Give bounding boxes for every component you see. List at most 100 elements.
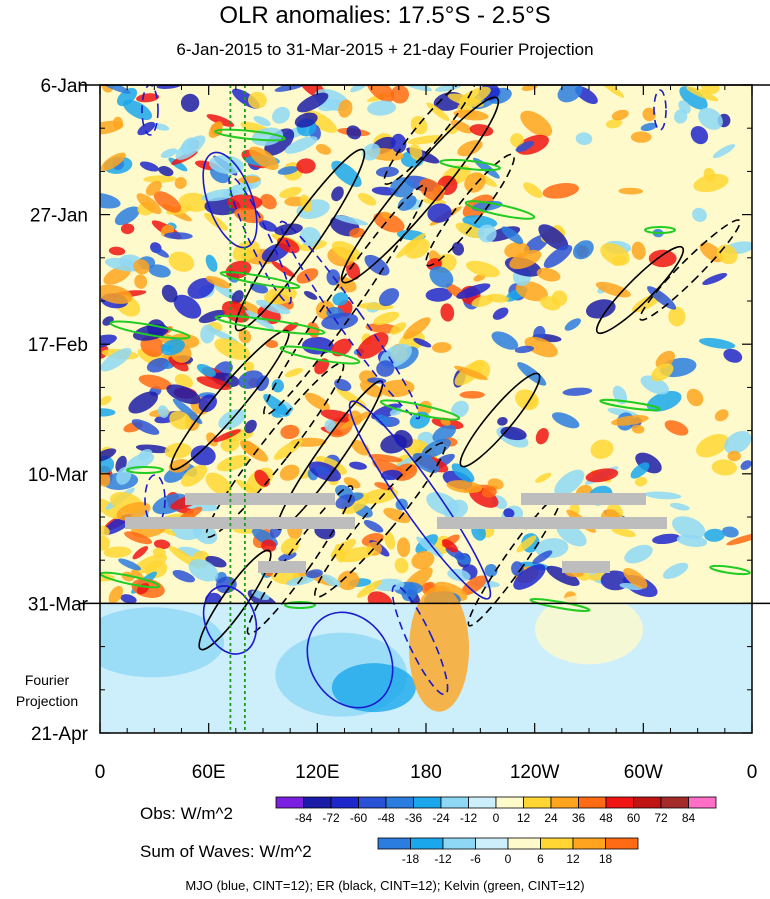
projection-label: Fourier Projection xyxy=(0,670,94,712)
obs-anomaly-blob xyxy=(206,114,235,127)
colorbar-swatch xyxy=(410,837,444,850)
obs-anomaly-blob xyxy=(118,558,142,571)
colorbar-tick-label: -12 xyxy=(460,811,478,825)
y-tick-label: 31-Mar xyxy=(28,594,89,615)
obs-anomaly-blob xyxy=(136,93,160,103)
obs-anomaly-blob xyxy=(358,192,377,206)
obs-anomaly-blob xyxy=(669,502,690,511)
kelvin-contour xyxy=(709,564,751,576)
chart-subtitle: 6-Jan-2015 to 31-Mar-2015 + 21-day Fouri… xyxy=(176,40,594,59)
obs-anomaly-blob xyxy=(100,408,116,417)
obs-anomaly-blob xyxy=(100,535,110,551)
waves-colorbar: -18 -12 -6 0 6 12 18 xyxy=(377,837,639,866)
obs-anomaly-blob xyxy=(426,102,450,121)
obs-anomaly-blob xyxy=(100,395,112,406)
obs-anomaly-blob xyxy=(456,283,491,299)
kelvin-contour xyxy=(279,345,361,365)
obs-anomaly-blob xyxy=(432,342,452,353)
obs-anomaly-blob xyxy=(373,311,400,326)
colorbar-swatch xyxy=(358,796,387,809)
obs-anomaly-blob xyxy=(231,290,244,304)
obs-anomaly-blob xyxy=(271,261,296,278)
obs-anomaly-blob xyxy=(153,191,182,213)
obs-anomaly-blob xyxy=(279,464,300,481)
obs-anomaly-blob xyxy=(698,337,736,349)
projection-anomaly-blob xyxy=(535,594,643,665)
obs-anomaly-blob xyxy=(374,414,391,426)
obs-anomaly-blob xyxy=(244,419,257,434)
obs-anomaly-blob xyxy=(523,182,543,198)
obs-anomaly-blob xyxy=(425,287,453,302)
obs-anomaly-blob xyxy=(315,456,347,475)
obs-anomaly-blob xyxy=(100,284,133,304)
obs-anomaly-blob xyxy=(321,312,359,330)
obs-anomaly-blob xyxy=(216,455,250,472)
obs-anomaly-blob xyxy=(280,537,300,555)
obs-anomaly-blob xyxy=(516,535,537,553)
obs-anomaly-blob xyxy=(390,85,409,104)
obs-anomaly-blob xyxy=(180,93,200,113)
obs-anomaly-blob xyxy=(513,564,546,590)
obs-anomaly-blob xyxy=(611,415,649,426)
obs-anomaly-blob xyxy=(251,590,270,601)
obs-anomaly-blob xyxy=(727,450,741,462)
er-contour xyxy=(198,549,272,651)
obs-anomaly-blob xyxy=(418,178,445,201)
obs-anomaly-blob xyxy=(139,161,159,172)
obs-anomaly-blob xyxy=(441,539,459,553)
obs-anomaly-blob xyxy=(624,544,653,564)
obs-anomaly-blob xyxy=(596,85,625,98)
obs-anomaly-blob xyxy=(664,420,689,436)
obs-anomaly-blob xyxy=(156,85,182,89)
x-tick-label: 0 xyxy=(95,762,106,783)
obs-anomaly-blob xyxy=(331,186,344,202)
colorbar-swatch xyxy=(495,796,524,809)
obs-anomaly-blob xyxy=(390,133,407,154)
obs-anomaly-blob xyxy=(362,143,381,161)
obs-anomaly-blob xyxy=(356,332,389,359)
obs-anomaly-blob xyxy=(168,356,189,372)
missing-data-bar xyxy=(258,561,306,573)
obs-anomaly-blob xyxy=(356,580,382,598)
colorbar-tick-label: -36 xyxy=(405,811,423,825)
er-contour xyxy=(467,493,563,627)
obs-anomaly-blob xyxy=(367,100,397,116)
obs-anomaly-blob xyxy=(188,559,219,582)
obs-anomaly-blob xyxy=(648,249,677,268)
obs-anomaly-blob xyxy=(551,412,580,429)
obs-anomaly-blob xyxy=(690,126,709,145)
obs-anomaly-blob xyxy=(175,135,206,160)
obs-anomaly-blob xyxy=(461,575,487,596)
y-tick-label: 6-Jan xyxy=(40,76,88,97)
obs-anomaly-blob xyxy=(368,454,403,463)
obs-anomaly-blob xyxy=(515,281,548,302)
obs-anomaly-blob xyxy=(451,463,475,483)
obs-anomaly-blob xyxy=(256,299,291,315)
obs-anomaly-blob xyxy=(214,338,251,360)
obs-anomaly-blob xyxy=(557,85,583,103)
obs-anomaly-blob xyxy=(492,307,509,320)
obs-anomaly-blob xyxy=(339,546,375,563)
obs-anomaly-blob xyxy=(440,303,455,322)
obs-anomaly-blob xyxy=(279,186,302,199)
colorbar-swatch xyxy=(413,796,442,809)
obs-anomaly-blob xyxy=(249,146,279,171)
obs-anomaly-blob xyxy=(390,322,407,335)
obs-anomaly-blob xyxy=(631,424,645,434)
wave-contours xyxy=(100,85,751,733)
obs-anomaly-blob xyxy=(711,459,737,476)
obs-anomaly-blob xyxy=(205,592,222,606)
er-contour xyxy=(170,329,290,471)
obs-anomaly-blob xyxy=(396,537,411,558)
obs-anomaly-blob xyxy=(278,551,297,562)
kelvin-contour xyxy=(379,399,461,421)
obs-anomaly-blob xyxy=(273,439,303,460)
colorbar-tick-label: 12 xyxy=(517,811,531,825)
colorbar-swatch xyxy=(440,796,469,809)
obs-anomaly-blob xyxy=(274,85,308,92)
obs-anomaly-blob xyxy=(198,309,226,324)
mjo-contour xyxy=(141,85,159,136)
obs-anomaly-blob xyxy=(532,550,553,565)
waves-colorbar-label: Sum of Waves: W/m^2 xyxy=(140,842,312,861)
obs-anomaly-blob xyxy=(396,233,426,259)
